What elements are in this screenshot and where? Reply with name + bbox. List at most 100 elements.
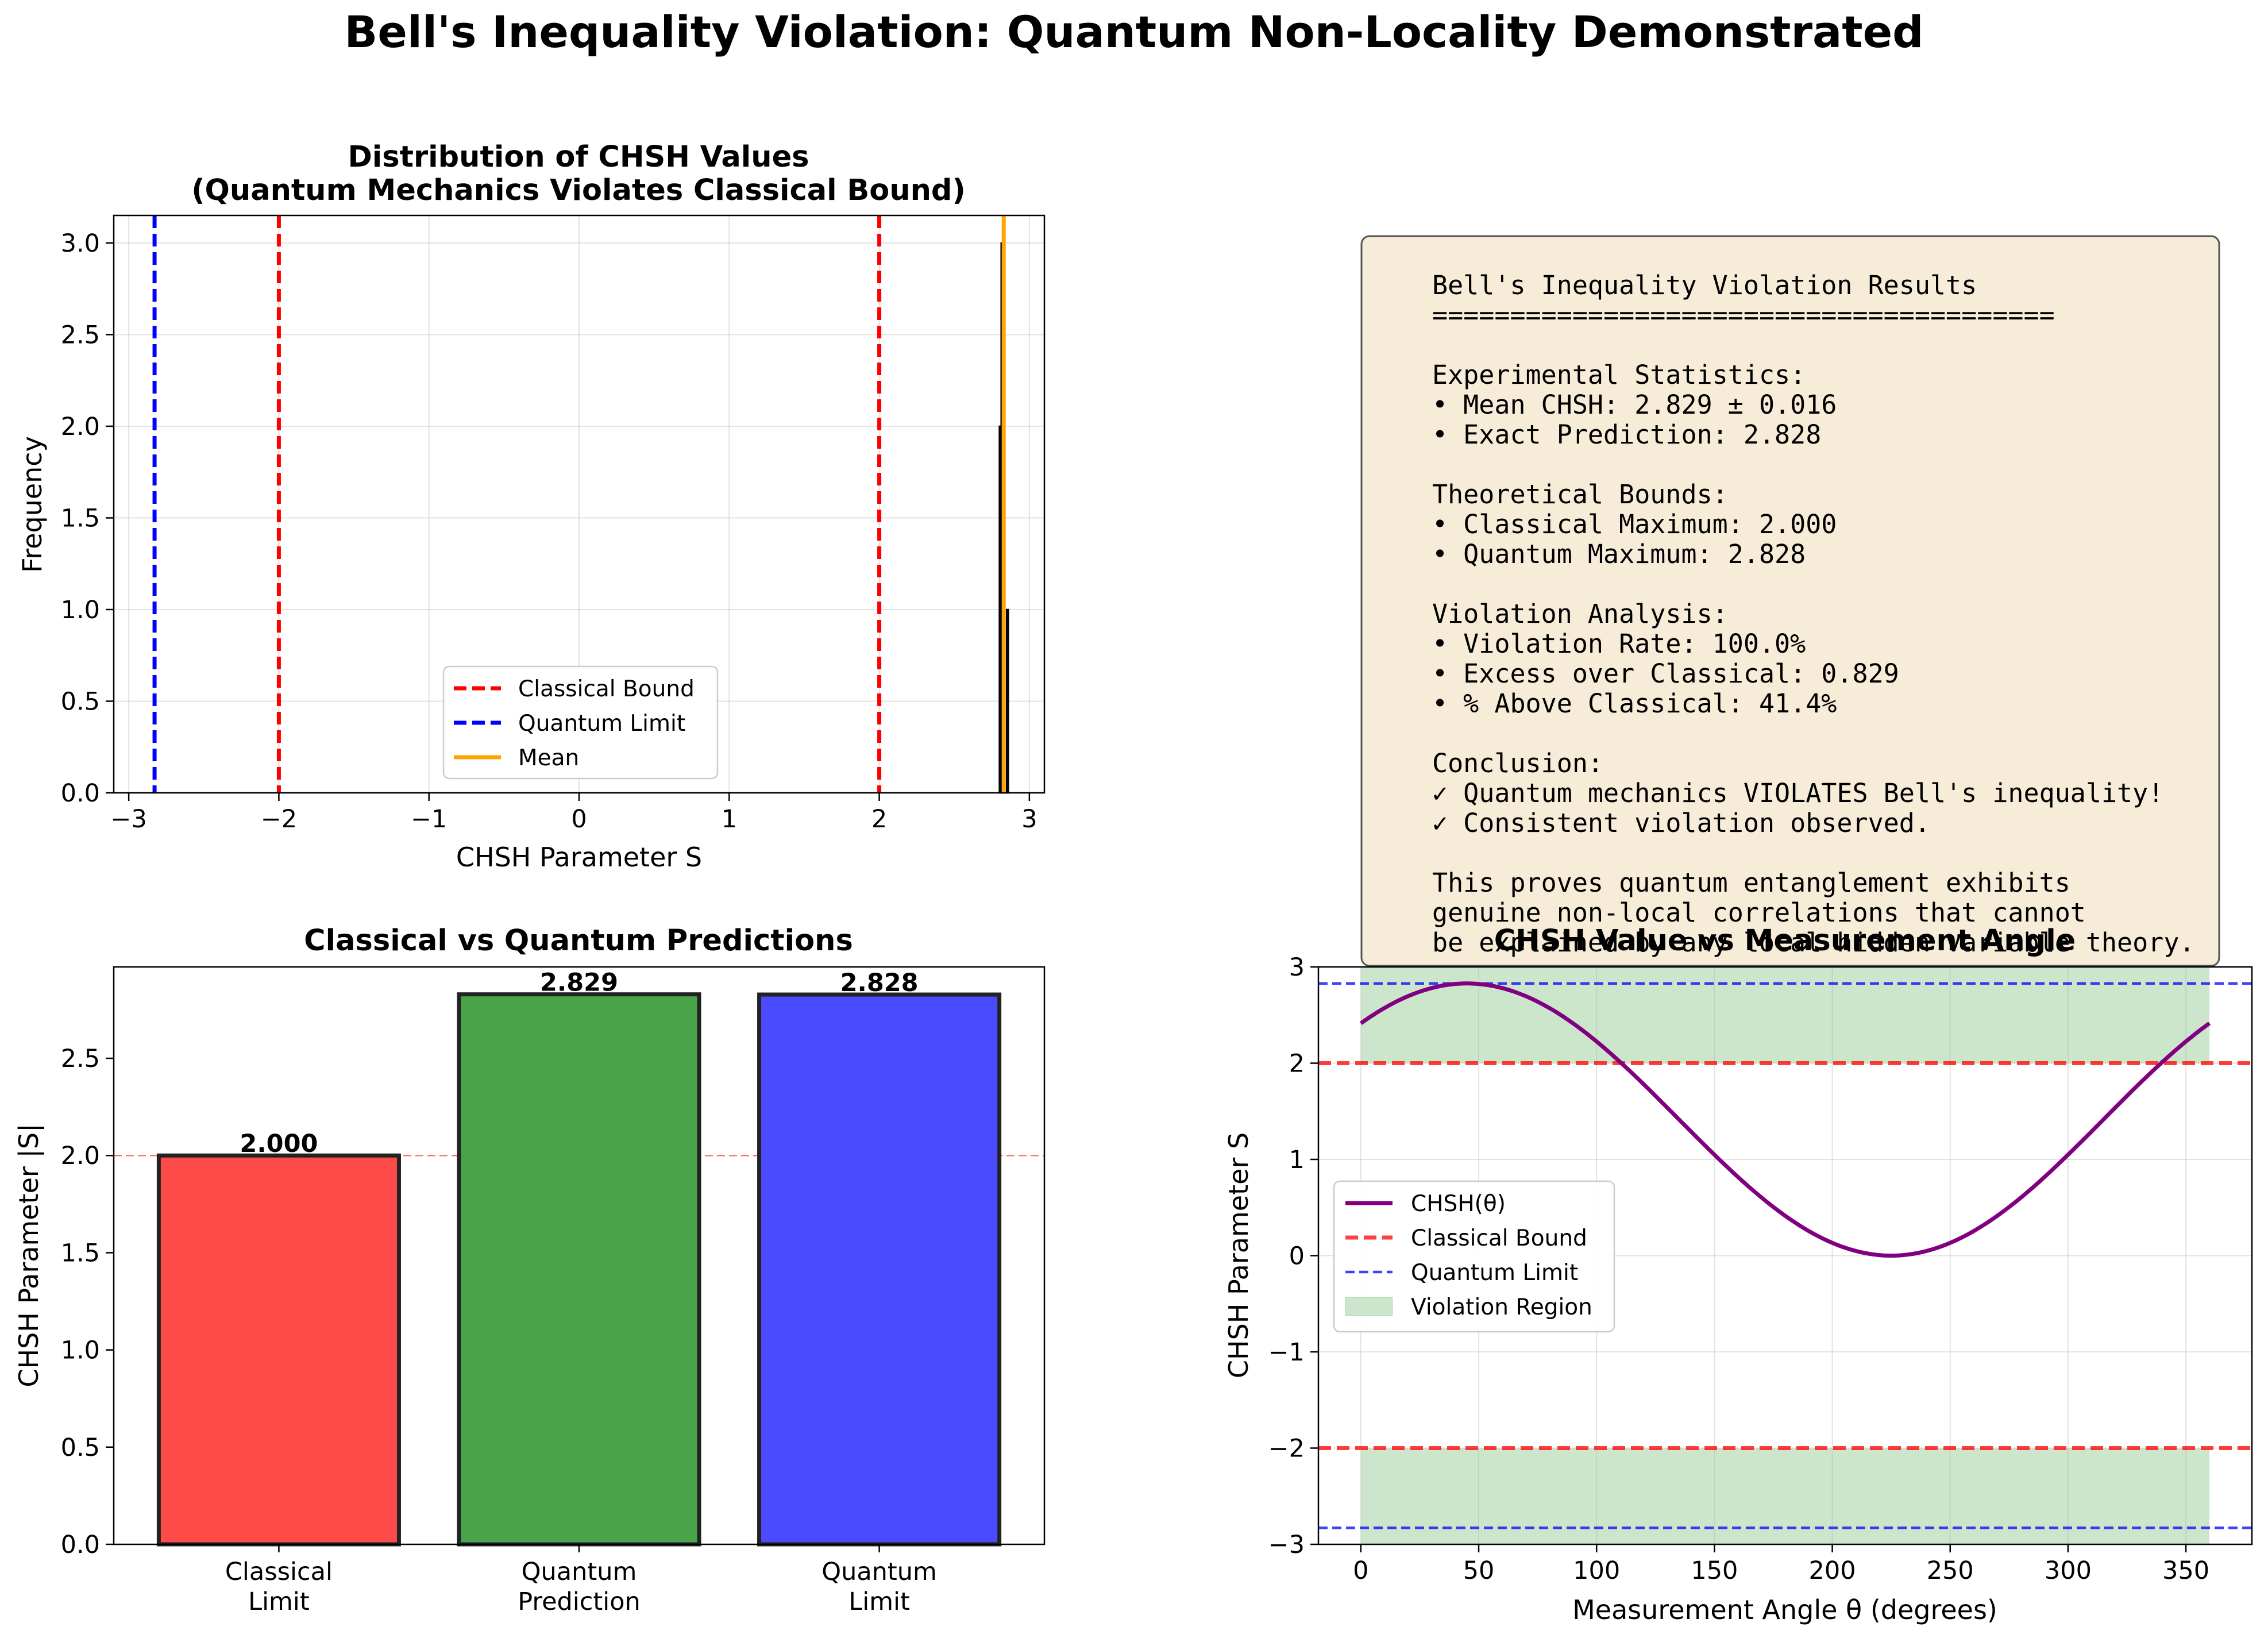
x-tick-label: 50 [1463,1556,1495,1585]
info-line: Bell's Inequality Violation Results [1432,270,1977,300]
bar-y-label: CHSH Parameter |S| [13,1123,45,1387]
histogram-ticks: −3 −2 −1 0 1 2 3 0.0 0.5 1.0 1.5 2.0 2.5 3.0 [61,229,1037,834]
category-label: Prediction [518,1587,641,1616]
info-line: genuine non-local correlations that cann… [1432,897,2086,928]
y-tick-label: −2 [1268,1435,1305,1463]
histogram-y-label: Frequency [17,436,48,573]
angle-ticks: 0 50 100 150 200 250 300 350 −3 −2 −1 0 1 2 3 [1268,953,2210,1585]
legend-classical-bound-label: Classical Bound [518,676,695,702]
category-label: Classical [225,1558,333,1586]
x-tick-label: 0 [571,805,587,834]
info-line: be explained by any local hidden variabl… [1432,927,2195,958]
legend-quantum-limit-label: Quantum Limit [518,711,685,737]
histogram-legend-box [442,665,719,780]
category-label: Limit [848,1587,910,1616]
y-tick-label: −3 [1268,1531,1305,1559]
violation-band [1360,967,2210,1063]
y-tick-label: 3 [1289,953,1305,982]
legend-mean-label: Mean [518,745,579,771]
bar-panel: Classical vs Quantum Predictions 2.0002.… [13,924,1046,1616]
legend-classical-label: Classical Bound [1411,1225,1587,1251]
x-tick-label: 200 [1809,1556,1856,1585]
y-tick-label: 1 [1289,1146,1305,1174]
x-tick-label: 1 [722,805,737,834]
info-line: This proves quantum entanglement exhibit… [1432,868,2070,898]
x-tick-label: 100 [1573,1556,1620,1585]
x-tick-label: 3 [1021,805,1037,834]
histogram-bar [1005,608,1009,794]
angle-panel: 0 50 100 150 200 250 300 350 −3 −2 −1 0 1 2 3 CHSH Val… [1223,924,2253,1625]
y-tick-label: −1 [1268,1338,1305,1367]
legend-violation-swatch [1345,1297,1393,1316]
angle-y-label: CHSH Parameter S [1223,1132,1254,1378]
info-line: ✓ Consistent violation observed. [1432,808,1930,838]
x-tick-label: 300 [2045,1556,2092,1585]
info-box-background [1360,235,2220,967]
info-line: Violation Analysis: [1432,599,1728,629]
info-line: Experimental Statistics: [1432,360,1806,390]
histogram-x-label: CHSH Parameter S [456,842,702,873]
x-tick-label: 0 [1353,1556,1368,1585]
y-tick-label: 2.5 [61,321,100,349]
x-tick-label: −3 [110,805,146,834]
category-label: Quantum [821,1558,937,1586]
y-tick-label: 3.0 [61,229,100,258]
info-line: • Quantum Maximum: 2.828 [1432,539,1806,569]
category-label: Limit [248,1587,310,1616]
info-line: ======================================== [1432,300,2055,330]
histogram-reference-lines [152,215,1006,793]
bar-ticks: 0.00.51.01.52.02.5ClassicalLimitQuantumP… [61,1044,937,1616]
y-tick-label: 0.0 [61,1531,100,1559]
x-tick-label: 2 [871,805,887,834]
y-tick-label: 1.5 [61,504,100,533]
bar-series: 2.000 2.829 2.828 [156,969,1002,1547]
category-label: Quantum [522,1558,637,1586]
info-line: • Exact Prediction: 2.828 [1432,419,1821,450]
info-line: ✓ Quantum mechanics VIOLATES Bell's ineq… [1432,778,2163,808]
y-tick-label: 2 [1289,1050,1305,1078]
x-tick-label: −1 [411,805,447,834]
y-tick-label: 1.5 [61,1239,100,1267]
y-tick-label: 1.0 [61,596,100,625]
info-line: Conclusion: [1432,748,1603,778]
violation-band [1360,1448,2210,1544]
x-tick-label: 350 [2162,1556,2209,1585]
bar [757,992,1002,1547]
y-tick-label: 0 [1289,1242,1305,1271]
info-line: • Excess over Classical: 0.829 [1432,658,1899,689]
bar-value-label: 2.828 [840,969,919,997]
info-box-text: Bell's Inequality Violation Results=====… [1432,270,2195,958]
histogram-title: Distribution of CHSH Values [348,140,809,174]
y-tick-label: 1.0 [61,1336,100,1365]
angle-chart-title: CHSH Value vs Measurement Angle [1494,924,2076,958]
info-line: • Classical Maximum: 2.000 [1432,509,1837,539]
y-tick-label: 0.0 [61,779,100,808]
bar-value-label: 2.829 [540,969,618,997]
bar-value-label: 2.000 [240,1130,318,1158]
histogram-legend: Classical Bound Quantum Limit Mean [442,665,719,780]
y-tick-label: 2.5 [61,1044,100,1073]
legend-chsh-label: CHSH(θ) [1411,1191,1506,1217]
bar [457,992,701,1547]
histogram-panel: Distribution of CHSH Values (Quantum Mec… [17,140,1046,873]
legend-quantum-label: Quantum Limit [1411,1260,1578,1286]
info-line: • % Above Classical: 41.4% [1432,688,1837,719]
x-tick-label: 150 [1691,1556,1738,1585]
x-tick-label: 250 [1927,1556,1974,1585]
chsh-curve [1359,981,2211,1258]
angle-reference-lines [1318,982,2252,1529]
angle-legend: CHSH(θ) Classical Bound Quantum Limit Vi… [1333,1180,1615,1333]
figure-title: Bell's Inequality Violation: Quantum Non… [344,6,1923,57]
histogram-subtitle: (Quantum Mechanics Violates Classical Bo… [191,174,966,207]
angle-legend-box [1333,1180,1615,1333]
angle-x-label: Measurement Angle θ (degrees) [1572,1594,1997,1625]
y-tick-label: 2.0 [61,413,100,441]
y-tick-label: 2.0 [61,1142,100,1170]
x-tick-label: −2 [261,805,297,834]
results-info-box: Bell's Inequality Violation Results=====… [1360,235,2220,967]
info-line: • Mean CHSH: 2.829 ± 0.016 [1432,390,1837,420]
y-tick-label: 0.5 [61,1433,100,1462]
legend-violation-label: Violation Region [1411,1294,1592,1320]
